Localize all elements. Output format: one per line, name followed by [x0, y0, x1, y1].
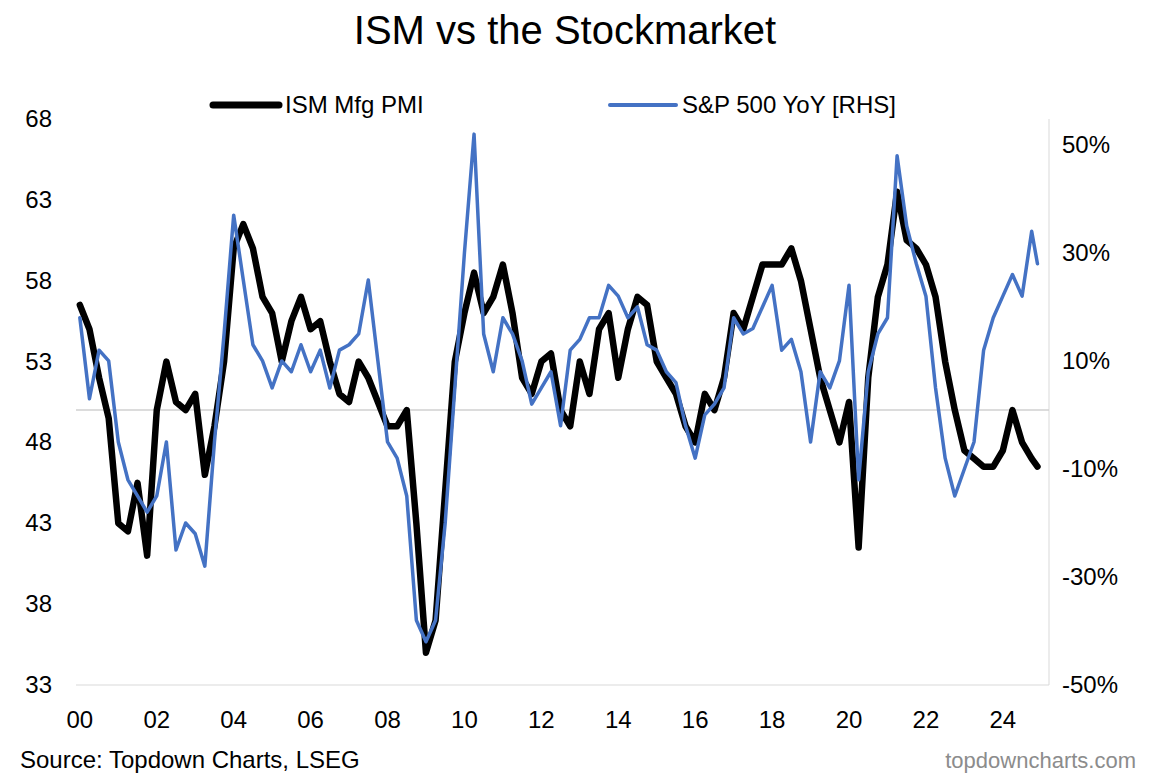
legend-label: S&P 500 YoY [RHS]: [682, 91, 896, 118]
x-tick-label: 24: [989, 706, 1016, 733]
x-tick-label: 06: [297, 706, 324, 733]
source: Source: Topdown Charts, LSEG: [20, 746, 360, 773]
x-axis-line: [76, 685, 1049, 686]
title: ISM vs the Stockmarket: [354, 8, 776, 52]
y2-tick-label: 10%: [1062, 347, 1110, 374]
x-tick-label: 02: [143, 706, 170, 733]
x-tick-label: 16: [682, 706, 709, 733]
plot-area: [80, 134, 1038, 653]
x-tick-label: 10: [451, 706, 478, 733]
y-tick-label: 43: [25, 509, 52, 536]
y-tick-label: 53: [25, 348, 52, 375]
x-tick-label: 12: [528, 706, 555, 733]
legend-swatch: [610, 103, 676, 107]
y-tick-label: 68: [25, 105, 52, 132]
y2-tick-label: -30%: [1062, 563, 1118, 590]
y-tick-label: 48: [25, 428, 52, 455]
x-tick-label: 00: [66, 706, 93, 733]
y2-tick-label: -50%: [1062, 671, 1118, 698]
series-line: [80, 134, 1038, 642]
y-tick-label: 38: [25, 590, 52, 617]
chart: ISM vs the Stockmarket 33 38 43 48 53 58 63 68 -5…: [0, 0, 1150, 780]
y2-tick-label: -10%: [1062, 455, 1118, 482]
y2-tick-label: 50%: [1062, 131, 1110, 158]
y-tick-label: 33: [25, 671, 52, 698]
x-tick-label: 04: [220, 706, 247, 733]
y-tick-label: 58: [25, 267, 52, 294]
y-tick-label: 63: [25, 186, 52, 213]
y2-tick-label: 30%: [1062, 239, 1110, 266]
x-tick-label: 22: [913, 706, 940, 733]
x-tick-label: 14: [605, 706, 632, 733]
x-tick-label: 18: [759, 706, 786, 733]
x-tick-label: 20: [836, 706, 863, 733]
credit: topdowncharts.com: [945, 748, 1136, 773]
legend-swatch: [213, 102, 279, 109]
y2-axis-line: [1049, 119, 1050, 685]
x-tick-label: 08: [374, 706, 401, 733]
legend-label: ISM Mfg PMI: [285, 91, 424, 118]
